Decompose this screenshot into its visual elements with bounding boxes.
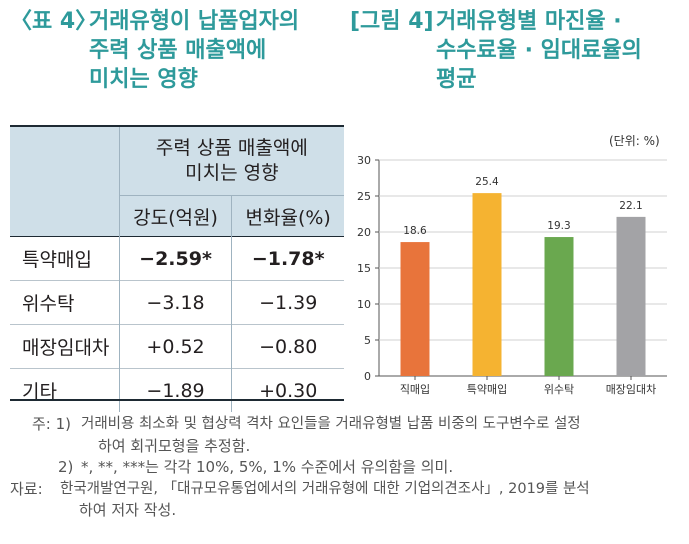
table-header-group: 주력 상품 매출액에 미치는 영향: [119, 127, 344, 196]
figure-title: [그림 4] 거래유형별 마진율 · 수수료율 · 임대료율의 평균: [350, 8, 685, 98]
cell-rate: −1.39: [231, 280, 344, 325]
figure-title-line-3: 평균: [436, 67, 477, 92]
note-1-line-1: 거래비용 최소화 및 협상력 격차 요인들을 거래유형별 납품 비중의 도구변수…: [81, 416, 581, 432]
table-bottom-rule: [10, 399, 344, 401]
note-1-prefix: 주: 1): [32, 415, 72, 433]
bar: [400, 242, 430, 376]
row-label: 위수탁: [10, 280, 120, 325]
bar: [544, 237, 574, 376]
source-line-1: 한국개발연구원, 「대규모유통업에서의 거래유형에 대한 기업의견조사」, 20…: [60, 480, 590, 497]
x-tick-label: 위수탁: [544, 383, 574, 396]
cell-rate: −0.80: [231, 324, 344, 369]
bar-value-label: 19.3: [547, 220, 570, 232]
x-tick-label: 특약매입: [467, 382, 507, 396]
row-label: 특약매입: [10, 236, 120, 281]
bar: [472, 193, 502, 376]
sales-impact-table: 주력 상품 매출액에 미치는 영향 강도(억원) 변화율(%) 특약매입 −2.…: [10, 127, 344, 412]
table-header-group-line-2: 미치는 영향: [185, 162, 279, 184]
y-tick-label: 20: [357, 226, 371, 239]
column-header-rate: 변화율(%): [231, 195, 344, 237]
bar-value-label: 18.6: [403, 225, 427, 237]
table-row: 위수탁 −3.18 −1.39: [10, 280, 344, 325]
y-tick-label: 30: [357, 154, 371, 167]
bar: [616, 216, 646, 376]
bar-value-label: 25.4: [475, 176, 499, 188]
figure-title-line-2: 수수료율 · 임대료율의: [436, 38, 642, 63]
note-1-line-2: 하여 회귀모형을 추정함.: [98, 436, 251, 455]
bar-value-label: 22.1: [619, 200, 642, 212]
cell-rate: −1.78*: [231, 236, 344, 281]
table-title-line-3: 미치는 영향: [89, 67, 198, 92]
table-header-group-line-1: 주력 상품 매출액에: [155, 137, 308, 159]
cell-strength: −3.18: [119, 280, 233, 325]
cell-strength: −1.89: [119, 368, 233, 412]
column-header-strength: 강도(억원): [119, 195, 233, 237]
table-row: 기타 −1.89 +0.30: [10, 368, 344, 412]
table-title-line-1: 거래유형이 납품업자의: [89, 9, 300, 34]
cell-strength: +0.52: [119, 324, 233, 369]
table-title-tag: 〈표 4〉: [10, 9, 98, 34]
note-2-line-1: *, **, ***는 각각 10%, 5%, 1% 수준에서 유의함을 의미.: [81, 458, 454, 476]
figure-title-tag: [그림 4]: [350, 9, 434, 34]
x-tick-label: 매장임대차: [606, 383, 657, 396]
figure-title-line-1: 거래유형별 마진율 ·: [436, 9, 622, 34]
source-prefix: 자료:: [10, 479, 43, 498]
y-tick-label: 15: [357, 262, 371, 275]
chart-unit-label: (단위: %): [609, 134, 660, 148]
y-tick-label: 5: [364, 334, 371, 347]
table-top-rule: [10, 125, 344, 128]
cell-strength: −2.59*: [119, 236, 233, 281]
row-label: 기타: [10, 368, 120, 412]
table-title-line-2: 주력 상품 매출액에: [89, 38, 267, 63]
table-title: 〈표 4〉 거래유형이 납품업자의 주력 상품 매출액에 미치는 영향: [10, 8, 340, 98]
table-row: 특약매입 −2.59* −1.78*: [10, 236, 344, 281]
note-2-prefix: 2): [58, 458, 74, 476]
row-label: 매장임대차: [10, 324, 120, 369]
source-line-2: 하여 저자 작성.: [79, 501, 177, 519]
table-row: 매장임대차 +0.52 −0.80: [10, 324, 344, 369]
y-tick-label: 0: [364, 370, 371, 383]
cell-rate: +0.30: [231, 368, 344, 412]
table-header-corner: [10, 127, 120, 237]
y-tick-label: 25: [357, 190, 371, 203]
y-tick-label: 10: [357, 298, 371, 311]
x-tick-label: 직매입: [400, 383, 430, 396]
table-header-group-row: 주력 상품 매출액에 미치는 영향: [10, 127, 344, 237]
